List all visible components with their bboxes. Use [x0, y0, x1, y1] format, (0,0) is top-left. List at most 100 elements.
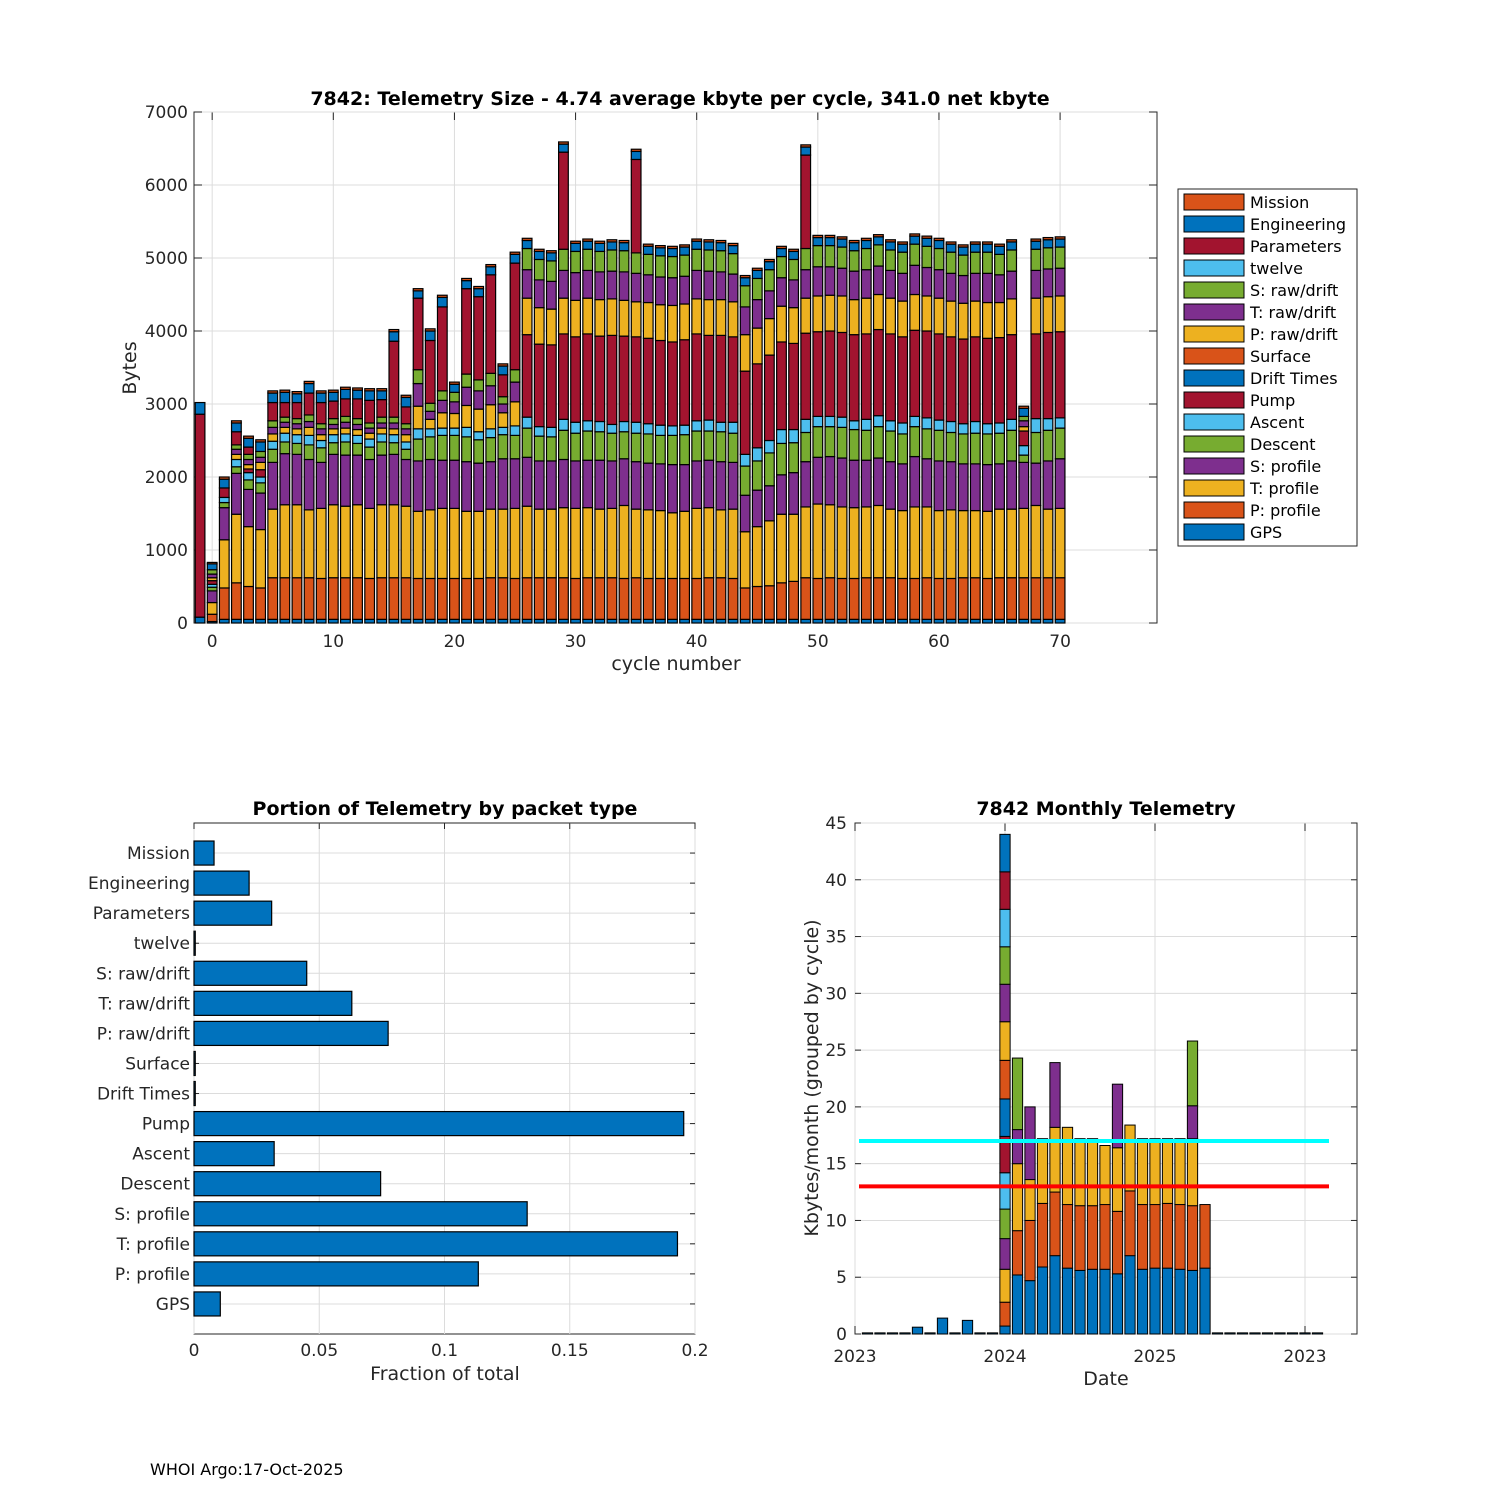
bar-segment [994, 301, 1005, 339]
bar-segment [921, 417, 933, 430]
bar-segment [1061, 1204, 1074, 1269]
bar-segment [558, 458, 569, 509]
bar-segment [509, 251, 521, 255]
bar-segment [218, 587, 230, 620]
bar-segment [667, 245, 678, 250]
bar-segment [1261, 1332, 1274, 1335]
bar-segment [521, 456, 533, 507]
bar-segment [206, 563, 218, 571]
bar-segment [436, 459, 448, 509]
bar-segment [424, 418, 436, 430]
bar-segment [582, 333, 594, 422]
bar-segment [885, 333, 896, 422]
bar-segment [243, 526, 254, 588]
bar-segment [715, 421, 727, 433]
bar-segment [267, 401, 279, 422]
bar-segment [642, 301, 654, 339]
bar-segment [303, 420, 315, 428]
bar-segment [885, 461, 896, 510]
bar-segment [509, 253, 521, 264]
bar-segment [436, 306, 448, 392]
bar-segment [872, 504, 884, 579]
bar-segment [848, 299, 860, 336]
bar-segment [999, 1268, 1011, 1303]
bar-segment [412, 428, 424, 440]
x-tick-label: 2025 [1133, 1347, 1176, 1367]
bar-segment [1054, 236, 1066, 240]
y-tick-label: 5000 [145, 249, 188, 269]
bar-segment [679, 434, 691, 466]
bar-segment [291, 577, 303, 620]
bar-segment [315, 439, 327, 449]
bar-segment [1006, 241, 1018, 251]
bar-segment [630, 252, 642, 274]
bar-segment [1124, 1190, 1136, 1257]
bar-segment [291, 390, 303, 395]
bar-segment [400, 458, 412, 507]
bar-segment [400, 448, 412, 461]
bar-segment [999, 1172, 1011, 1210]
bar-segment [1061, 1126, 1074, 1206]
bar-segment [933, 460, 945, 512]
bar-segment [630, 148, 642, 153]
bar-segment [206, 561, 218, 565]
bar-segment [485, 274, 497, 374]
bar-segment [352, 577, 363, 620]
y-tick-label: T: profile [116, 1235, 190, 1255]
bar-segment [824, 330, 836, 418]
bar-segment [339, 415, 351, 423]
bar-segment [279, 577, 291, 620]
bar-segment [945, 243, 957, 253]
bar-segment [473, 431, 485, 441]
bar-segment [909, 506, 921, 580]
bar-segment [1006, 577, 1018, 620]
bar-segment [824, 415, 836, 428]
bar-segment [763, 439, 775, 454]
y-tick-label: Drift Times [97, 1085, 190, 1105]
bar-segment [739, 306, 751, 336]
bar-segment [897, 433, 909, 465]
bar-segment [848, 242, 860, 252]
bar-segment [1018, 507, 1030, 579]
bar-segment [999, 1021, 1011, 1061]
bar-segment [509, 262, 521, 371]
bar [193, 1080, 196, 1107]
legend-entry: Pump [1250, 391, 1295, 410]
bar-segment [497, 458, 509, 510]
bar-segment [994, 336, 1005, 424]
bar-segment [872, 244, 884, 267]
bar-segment [448, 383, 460, 393]
bar-segment [339, 388, 351, 400]
bar-segment [1161, 1202, 1174, 1269]
bar-segment [812, 236, 824, 247]
y-tick-label: 20 [825, 1098, 847, 1118]
bar-segment [412, 297, 424, 371]
bar-segment [1018, 415, 1030, 422]
bar-segment [812, 456, 824, 505]
bar-segment [897, 241, 909, 245]
bar-segment [303, 509, 315, 579]
bar-segment [909, 415, 921, 428]
bar-segment [812, 415, 824, 428]
bar-segment [836, 577, 848, 620]
bar-segment [570, 250, 582, 274]
bar-segment [448, 412, 460, 429]
bar-segment [909, 455, 921, 508]
bar-segment [352, 418, 363, 426]
y-axis-label: Kbytes/month (grouped by cycle) [801, 919, 823, 1236]
bar-segment [582, 420, 594, 432]
bar-segment [812, 331, 824, 418]
bar-segment [800, 577, 812, 620]
bar-segment [630, 336, 642, 423]
bar-segment [981, 301, 993, 339]
bar-segment [473, 288, 485, 298]
bar-segment [800, 431, 812, 463]
bar-segment [1049, 1126, 1061, 1193]
bar-segment [921, 295, 933, 332]
bar-segment [642, 243, 654, 247]
bar-segment [352, 398, 363, 420]
bar-segment [570, 421, 582, 434]
bar-segment [909, 233, 921, 237]
bar-segment [1030, 504, 1042, 579]
